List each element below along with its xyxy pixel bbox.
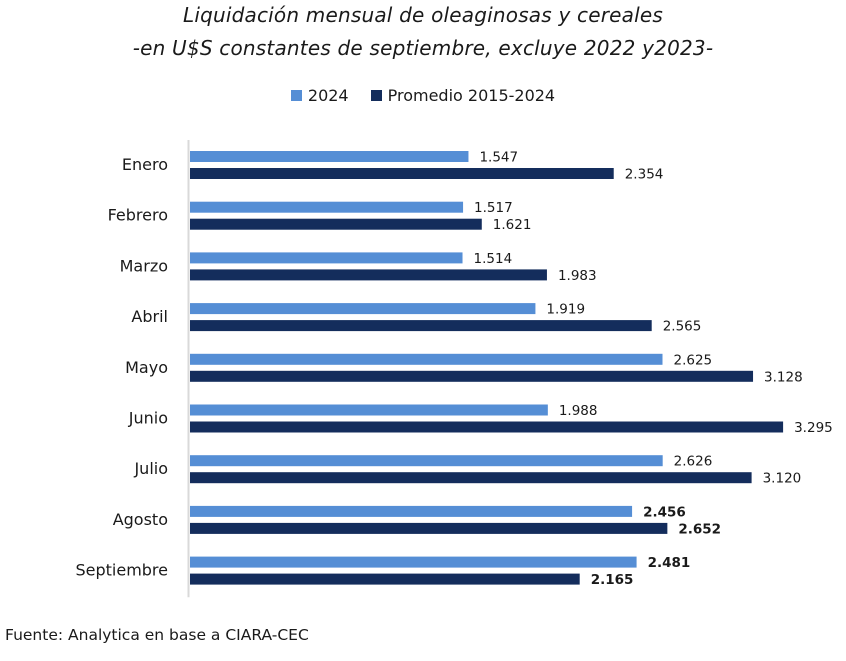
bar-promedio — [190, 472, 752, 484]
legend-label-promedio: Promedio 2015-2024 — [387, 86, 556, 105]
bar-promedio — [190, 522, 668, 534]
legend-swatch-promedio — [370, 90, 382, 101]
legend-item-promedio: Promedio 2015-2024 — [370, 86, 556, 105]
chart-legend: 2024 Promedio 2015-2024 — [0, 86, 846, 105]
data-label-2024: 2.626 — [674, 454, 713, 470]
bar-2024 — [190, 201, 464, 213]
category-label: Julio — [133, 459, 168, 478]
legend-label-2024: 2024 — [307, 86, 349, 105]
category-label: Septiembre — [75, 561, 168, 580]
bar-promedio — [190, 269, 547, 281]
bar-promedio — [190, 218, 482, 230]
data-label-2024: 1.514 — [474, 251, 513, 267]
category-label: Abril — [131, 307, 168, 326]
bar-promedio — [190, 320, 652, 332]
category-label: Junio — [128, 409, 168, 428]
data-label-promedio: 2.165 — [591, 572, 634, 588]
data-label-2024: 1.517 — [474, 200, 513, 216]
bar-promedio — [190, 421, 784, 433]
data-label-2024: 1.988 — [559, 403, 598, 419]
data-label-2024: 2.481 — [648, 555, 691, 571]
data-label-promedio: 1.621 — [493, 217, 532, 233]
bar-2024 — [190, 353, 663, 365]
bar-2024 — [190, 455, 663, 467]
legend-swatch-2024 — [290, 90, 302, 101]
data-label-promedio: 2.565 — [663, 319, 702, 335]
source-note: Fuente: Analytica en base a CIARA-CEC — [5, 626, 309, 644]
category-label: Enero — [122, 155, 168, 174]
data-label-2024: 2.625 — [674, 352, 713, 368]
data-label-2024: 2.456 — [643, 504, 686, 520]
data-label-promedio: 2.354 — [625, 167, 664, 183]
category-label: Agosto — [113, 510, 168, 529]
category-label: Febrero — [108, 206, 168, 225]
bar-2024 — [190, 404, 548, 416]
category-label: Marzo — [120, 256, 168, 275]
data-label-promedio: 3.295 — [794, 420, 833, 436]
data-label-2024: 1.547 — [479, 150, 518, 166]
legend-item-2024: 2024 — [290, 86, 349, 105]
bar-2024 — [190, 252, 463, 264]
data-label-promedio: 3.120 — [763, 471, 802, 487]
bar-promedio — [190, 573, 580, 585]
bar-2024 — [190, 505, 633, 517]
bar-2024 — [190, 151, 469, 162]
data-label-2024: 1.919 — [546, 302, 585, 318]
data-label-promedio: 2.652 — [678, 521, 721, 537]
bar-promedio — [190, 168, 614, 179]
chart-subtitle: -en U$S constantes de septiembre, excluy… — [132, 36, 714, 60]
chart-title: Liquidación mensual de oleaginosas y cer… — [182, 3, 663, 27]
bar-2024 — [190, 303, 536, 315]
bar-2024 — [190, 556, 637, 568]
data-label-promedio: 3.128 — [764, 369, 803, 385]
bar-promedio — [190, 370, 754, 382]
category-label: Mayo — [125, 358, 168, 377]
data-label-promedio: 1.983 — [558, 268, 597, 284]
